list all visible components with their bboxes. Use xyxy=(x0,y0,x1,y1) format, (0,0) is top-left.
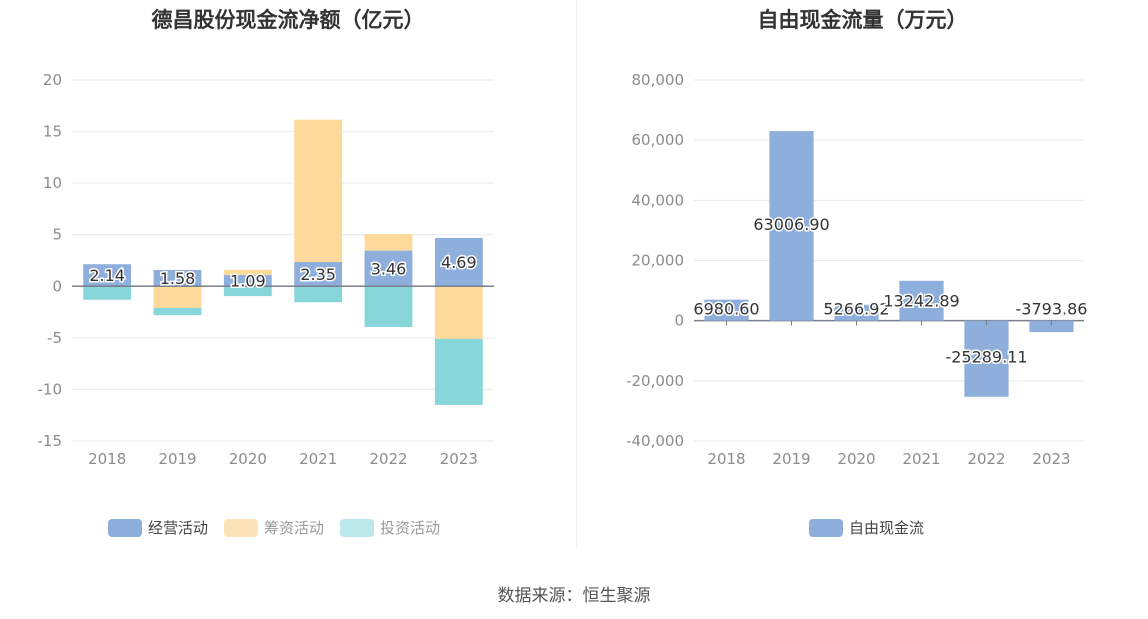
data-label: 1.09 xyxy=(230,272,266,291)
x-tick-label: 2019 xyxy=(772,450,810,468)
bar xyxy=(964,320,1009,397)
data-label: 5266.92 xyxy=(823,300,889,319)
data-label: 63006.90 xyxy=(753,215,829,234)
bar-segment xyxy=(153,307,202,316)
y-tick-label: 20 xyxy=(43,71,62,89)
legend-operating[interactable]: 经营活动 xyxy=(108,517,208,538)
y-tick-label: 20,000 xyxy=(632,252,685,270)
legend-operating-swatch xyxy=(108,518,142,537)
legend-financing-swatch xyxy=(224,518,259,537)
right-chart-svg: 80,000 60,000 40,000 20,000 0 -20,000 -40,000 2… xyxy=(626,71,1089,468)
bar xyxy=(1029,320,1074,333)
data-label: -3793.86 xyxy=(1016,300,1088,319)
data-label: -25289.11 xyxy=(945,348,1027,367)
right-chart-panel: 自由现金流量（万元） 80,000 60,000 40,000 20,000 0 -20,… xyxy=(577,0,1148,560)
legend-financing[interactable]: 筹资活动 xyxy=(224,517,324,538)
bar-segment xyxy=(364,250,413,287)
data-label: 13242.89 xyxy=(883,292,959,311)
bar-segment xyxy=(153,286,202,308)
data-label: 2.14 xyxy=(89,266,125,285)
bar-segment xyxy=(364,286,413,328)
y-tick-label: -15 xyxy=(38,432,63,450)
x-tick-label: 2022 xyxy=(967,450,1005,468)
bar-segment xyxy=(364,234,413,251)
data-source: 数据来源：恒生聚源 xyxy=(497,586,651,606)
data-label: 4.69 xyxy=(441,253,477,272)
bar xyxy=(834,304,879,321)
bar-segment xyxy=(294,119,343,263)
y-tick-label: 5 xyxy=(52,226,62,244)
left-legend: 经营活动 筹资活动 投资活动 xyxy=(108,517,440,538)
legend-free-cf[interactable]: 自由现金流 xyxy=(809,517,924,538)
x-tick-label: 2018 xyxy=(707,450,745,468)
legend-financing-label: 筹资活动 xyxy=(264,519,325,537)
bar-segment xyxy=(434,338,483,405)
x-tick-label: 2021 xyxy=(299,450,337,468)
y-tick-label: 15 xyxy=(43,123,62,141)
x-tick-label: 2018 xyxy=(88,450,126,468)
y-tick-label: -5 xyxy=(47,329,62,347)
y-tick-label: -10 xyxy=(38,380,63,398)
bar-segment xyxy=(294,286,343,303)
bar xyxy=(899,280,944,321)
data-label: 3.46 xyxy=(371,259,407,278)
x-tick-label: 2021 xyxy=(902,450,940,468)
bar-segment xyxy=(83,264,132,287)
bar-segment xyxy=(294,262,343,287)
x-tick-label: 2020 xyxy=(229,450,267,468)
panel-divider xyxy=(576,0,577,550)
bar-segment xyxy=(434,237,483,287)
data-label: 6980.60 xyxy=(693,300,759,319)
legend-investing[interactable]: 投资活动 xyxy=(340,517,440,538)
y-tick-label: 40,000 xyxy=(632,191,685,209)
x-tick-label: 2020 xyxy=(837,450,875,468)
y-tick-label: 80,000 xyxy=(632,71,685,89)
y-tick-label: 0 xyxy=(674,312,684,330)
legend-operating-label: 经营活动 xyxy=(148,519,209,537)
right-legend: 自由现金流 xyxy=(809,517,924,538)
legend-free-cf-label: 自由现金流 xyxy=(849,519,925,537)
data-label: 2.35 xyxy=(300,265,336,284)
left-chart-svg: 20 15 10 5 0 -5 -10 -15 2018 2019 2020 2021 2022 2023… xyxy=(38,71,494,468)
bar-segment xyxy=(83,286,132,300)
y-tick-label: -40,000 xyxy=(626,432,684,450)
bar-segment xyxy=(223,275,272,287)
x-tick-label: 2019 xyxy=(158,450,196,468)
bar-segment xyxy=(223,286,272,297)
left-chart-title: 德昌股份现金流净额（亿元） xyxy=(151,8,425,32)
legend-investing-swatch xyxy=(340,518,375,537)
legend-free-cf-swatch xyxy=(809,518,843,537)
y-tick-label: 10 xyxy=(43,174,62,192)
y-tick-label: 0 xyxy=(52,277,62,295)
right-chart-title: 自由现金流量（万元） xyxy=(757,8,968,32)
x-tick-label: 2023 xyxy=(1032,450,1070,468)
left-chart-panel: 德昌股份现金流净额（亿元） 20 15 10 5 0 -5 -10 -15 2018 2019 20… xyxy=(0,0,576,560)
bar-segment xyxy=(153,269,202,287)
bar-segment xyxy=(223,269,272,276)
bar xyxy=(704,299,749,321)
x-tick-label: 2023 xyxy=(440,450,478,468)
legend-investing-label: 投资活动 xyxy=(380,519,441,537)
y-tick-label: -20,000 xyxy=(626,372,684,390)
y-tick-label: 60,000 xyxy=(632,131,685,149)
x-tick-label: 2022 xyxy=(369,450,407,468)
data-label: 1.58 xyxy=(160,269,196,288)
bar xyxy=(769,131,814,321)
bar-segment xyxy=(434,286,483,339)
